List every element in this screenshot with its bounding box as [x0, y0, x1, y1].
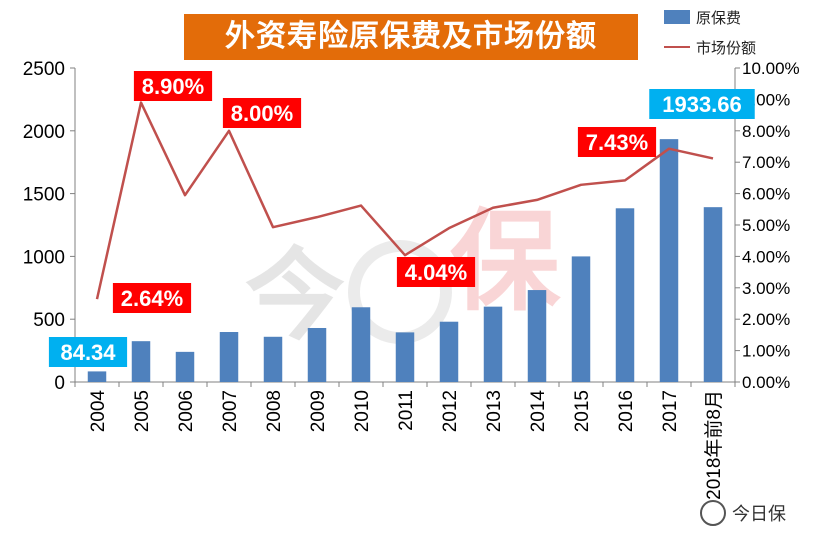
x-tick-label: 2016 — [616, 390, 637, 432]
annotation-box — [112, 283, 192, 313]
bar — [395, 332, 415, 382]
left-tick-label: 2500 — [23, 59, 65, 80]
legend-swatch-bar — [664, 10, 690, 24]
annotations: 84.34 2.64% 8.90% 8.00% 4.04% 7.43% 1933.66 — [48, 71, 755, 367]
annotation-box — [222, 98, 302, 128]
bar — [527, 290, 547, 382]
x-tick-label: 2015 — [572, 390, 593, 432]
annotation-label: 2.64% — [121, 286, 183, 311]
legend-label-line: 市场份额 — [696, 38, 757, 57]
right-tick-label: 10.00% — [742, 59, 800, 78]
x-tick-label: 2009 — [308, 390, 329, 432]
bar — [307, 327, 327, 382]
wechat-badge-text: 今日保 — [732, 504, 786, 525]
left-tick-label: 2000 — [23, 122, 65, 143]
left-tick-label: 1000 — [23, 247, 65, 268]
legend-label-bar: 原保费 — [696, 8, 742, 27]
annotation-box — [133, 71, 213, 101]
annotation-label: 8.90% — [142, 74, 204, 99]
annotation-box — [396, 257, 476, 287]
bar — [659, 139, 679, 382]
x-tick-label: 2005 — [132, 390, 153, 432]
right-tick-label: 8.00% — [742, 122, 790, 141]
x-tick-label: 2018年前8月 — [703, 390, 725, 500]
annotation-label: 1933.66 — [662, 92, 742, 117]
annotation-label: 8.00% — [231, 101, 293, 126]
bar — [219, 332, 239, 382]
x-tick-label: 2014 — [528, 390, 549, 433]
annotation-label: 4.04% — [405, 260, 467, 285]
line-series — [95, 101, 714, 300]
left-tick-label: 0 — [54, 373, 65, 394]
bar-series — [87, 139, 723, 382]
watermark-char-1: 今 — [245, 237, 345, 354]
right-tick-label: 1.00% — [742, 342, 790, 361]
bar — [351, 307, 371, 382]
x-tick-label: 2017 — [660, 390, 681, 432]
wechat-badge: 今日保 — [700, 500, 786, 526]
x-tick-label: 2012 — [440, 390, 461, 432]
bar — [615, 208, 635, 382]
bar — [571, 256, 591, 382]
annotation-label: 84.34 — [60, 340, 116, 365]
bar — [263, 336, 283, 382]
right-tick-label: 0.00% — [742, 373, 790, 392]
annotation-label: 7.43% — [586, 130, 648, 155]
legend: 原保费 市场份额 — [664, 6, 814, 66]
left-tick-label: 500 — [33, 310, 65, 331]
bar — [439, 321, 459, 382]
x-tick-label: 2007 — [220, 390, 241, 432]
bar — [175, 351, 195, 382]
x-tick-label: 2004 — [88, 390, 109, 433]
right-tick-label: 7.00% — [742, 153, 790, 172]
wechat-logo-icon — [700, 500, 726, 526]
x-tick-label: 2013 — [484, 390, 505, 432]
bar — [483, 306, 503, 382]
right-tick-label: 5.00% — [742, 216, 790, 235]
legend-swatch-line — [664, 46, 690, 48]
annotation-box — [48, 337, 128, 367]
bar — [87, 371, 107, 382]
x-tick-label: 2010 — [352, 390, 373, 432]
annotation-box — [649, 89, 755, 119]
market-share-line — [95, 101, 714, 300]
annotation-box — [577, 127, 657, 157]
right-tick-label: 2.00% — [742, 310, 790, 329]
tick-labels: 0 500 1000 1500 2000 2500 0.00% 1.00% 2.00% 3.00%… — [23, 59, 800, 500]
bar — [131, 341, 151, 382]
right-tick-label: 6.00% — [742, 185, 790, 204]
x-tick-label: 2011 — [396, 390, 417, 431]
right-tick-label: 4.00% — [742, 247, 790, 266]
x-tick-label: 2008 — [264, 390, 285, 432]
left-tick-label: 1500 — [23, 185, 65, 206]
x-tick-label: 2006 — [176, 390, 197, 432]
legend-item-line: 市场份额 — [664, 36, 814, 58]
bar — [703, 207, 723, 382]
right-tick-label: 3.00% — [742, 279, 790, 298]
legend-item-bar: 原保费 — [664, 6, 814, 28]
chart-title: 外资寿险原保费及市场份额 — [184, 14, 638, 60]
